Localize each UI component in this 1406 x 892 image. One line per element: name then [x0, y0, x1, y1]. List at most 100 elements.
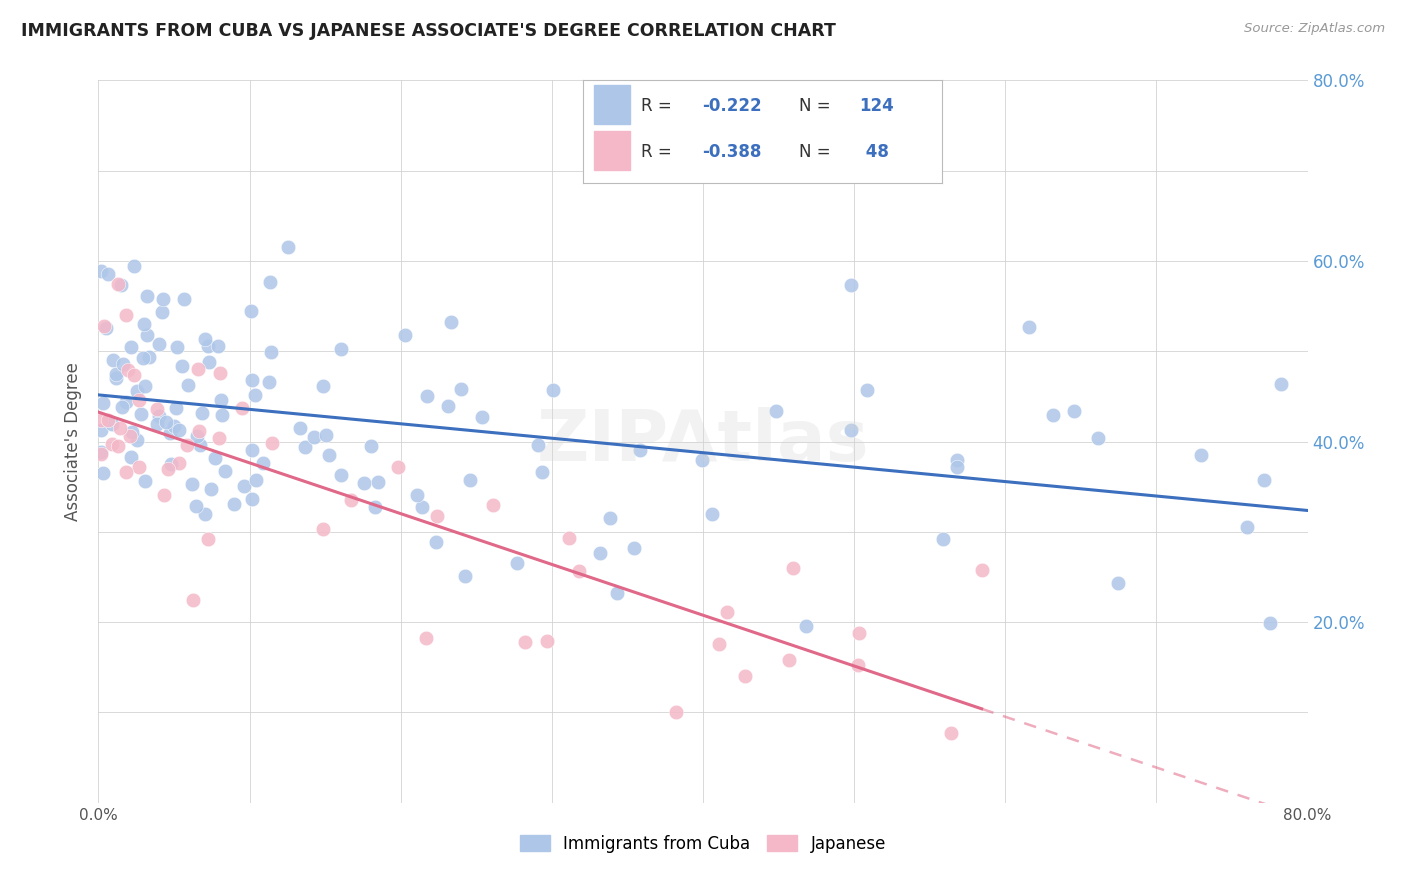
Point: [288, 421, 311, 435]
Text: -0.388: -0.388: [702, 143, 761, 161]
Point: [115, 308, 138, 322]
Point: [167, 423, 190, 437]
Point: [136, 288, 159, 302]
Point: [197, 338, 219, 352]
Point: [211, 408, 233, 422]
Point: [941, 726, 963, 740]
Point: [214, 464, 236, 478]
Point: [200, 483, 222, 497]
Point: [527, 438, 550, 452]
Text: ZIPAtlas: ZIPAtlas: [537, 407, 869, 476]
Point: [1236, 520, 1258, 534]
Point: [606, 586, 628, 600]
Point: [188, 424, 211, 438]
Point: [302, 430, 325, 444]
Point: [426, 508, 449, 523]
Point: [240, 373, 263, 387]
Point: [340, 492, 363, 507]
Point: [665, 706, 688, 720]
Point: [259, 275, 281, 289]
Point: [277, 240, 299, 254]
Point: [132, 318, 155, 332]
Point: [132, 351, 155, 365]
Point: [186, 429, 208, 443]
Point: [257, 375, 280, 389]
Text: Source: ZipAtlas.com: Source: ZipAtlas.com: [1244, 22, 1385, 36]
Point: [128, 393, 150, 408]
Point: [839, 424, 862, 438]
Point: [93, 318, 115, 333]
Point: [122, 259, 145, 273]
Point: [360, 439, 382, 453]
Point: [152, 293, 174, 307]
Point: [416, 389, 439, 403]
Y-axis label: Associate's Degree: Associate's Degree: [65, 362, 83, 521]
Point: [312, 522, 335, 536]
Point: [101, 352, 124, 367]
Point: [134, 474, 156, 488]
Point: [406, 488, 429, 502]
Point: [312, 378, 335, 392]
Point: [531, 465, 554, 479]
Point: [848, 626, 870, 640]
Point: [198, 355, 221, 369]
Text: IMMIGRANTS FROM CUBA VS JAPANESE ASSOCIATE'S DEGREE CORRELATION CHART: IMMIGRANTS FROM CUBA VS JAPANESE ASSOCIA…: [21, 22, 837, 40]
Point: [589, 546, 612, 560]
Point: [114, 465, 136, 479]
Point: [160, 458, 183, 472]
Point: [318, 448, 340, 462]
Point: [232, 479, 254, 493]
Point: [252, 456, 274, 470]
Point: [839, 278, 862, 293]
Point: [129, 407, 152, 421]
Point: [794, 619, 817, 633]
Point: [222, 497, 245, 511]
Point: [734, 669, 756, 683]
Point: [157, 462, 180, 476]
Point: [104, 367, 127, 381]
Point: [1107, 576, 1129, 591]
Point: [209, 366, 232, 380]
Point: [1018, 320, 1040, 334]
Point: [782, 561, 804, 575]
Point: [121, 425, 143, 440]
Point: [207, 338, 229, 352]
Point: [90, 447, 112, 461]
Point: [110, 421, 132, 435]
Point: [180, 476, 202, 491]
Point: [91, 466, 114, 480]
Point: [558, 531, 581, 545]
Point: [120, 340, 142, 354]
Point: [173, 292, 195, 306]
Text: R =: R =: [641, 143, 676, 161]
Point: [946, 460, 969, 475]
Point: [709, 637, 731, 651]
Point: [115, 395, 138, 409]
Bar: [595, 86, 630, 124]
Point: [1270, 376, 1292, 391]
Point: [101, 436, 124, 450]
Point: [231, 401, 253, 416]
Point: [623, 541, 645, 556]
Point: [204, 450, 226, 465]
Point: [970, 563, 993, 577]
Point: [117, 362, 139, 376]
Point: [97, 267, 120, 281]
Point: [163, 418, 186, 433]
Point: [91, 396, 114, 410]
Point: [330, 467, 353, 482]
Bar: [595, 130, 630, 169]
Point: [1253, 473, 1275, 487]
Point: [184, 499, 207, 513]
Point: [543, 383, 565, 397]
Point: [240, 491, 263, 506]
Point: [134, 379, 156, 393]
Point: [145, 402, 167, 417]
Point: [153, 488, 176, 502]
Point: [716, 605, 738, 619]
Point: [329, 342, 352, 356]
Text: R =: R =: [641, 97, 676, 115]
Point: [536, 634, 558, 648]
Point: [209, 393, 232, 408]
Point: [437, 399, 460, 413]
